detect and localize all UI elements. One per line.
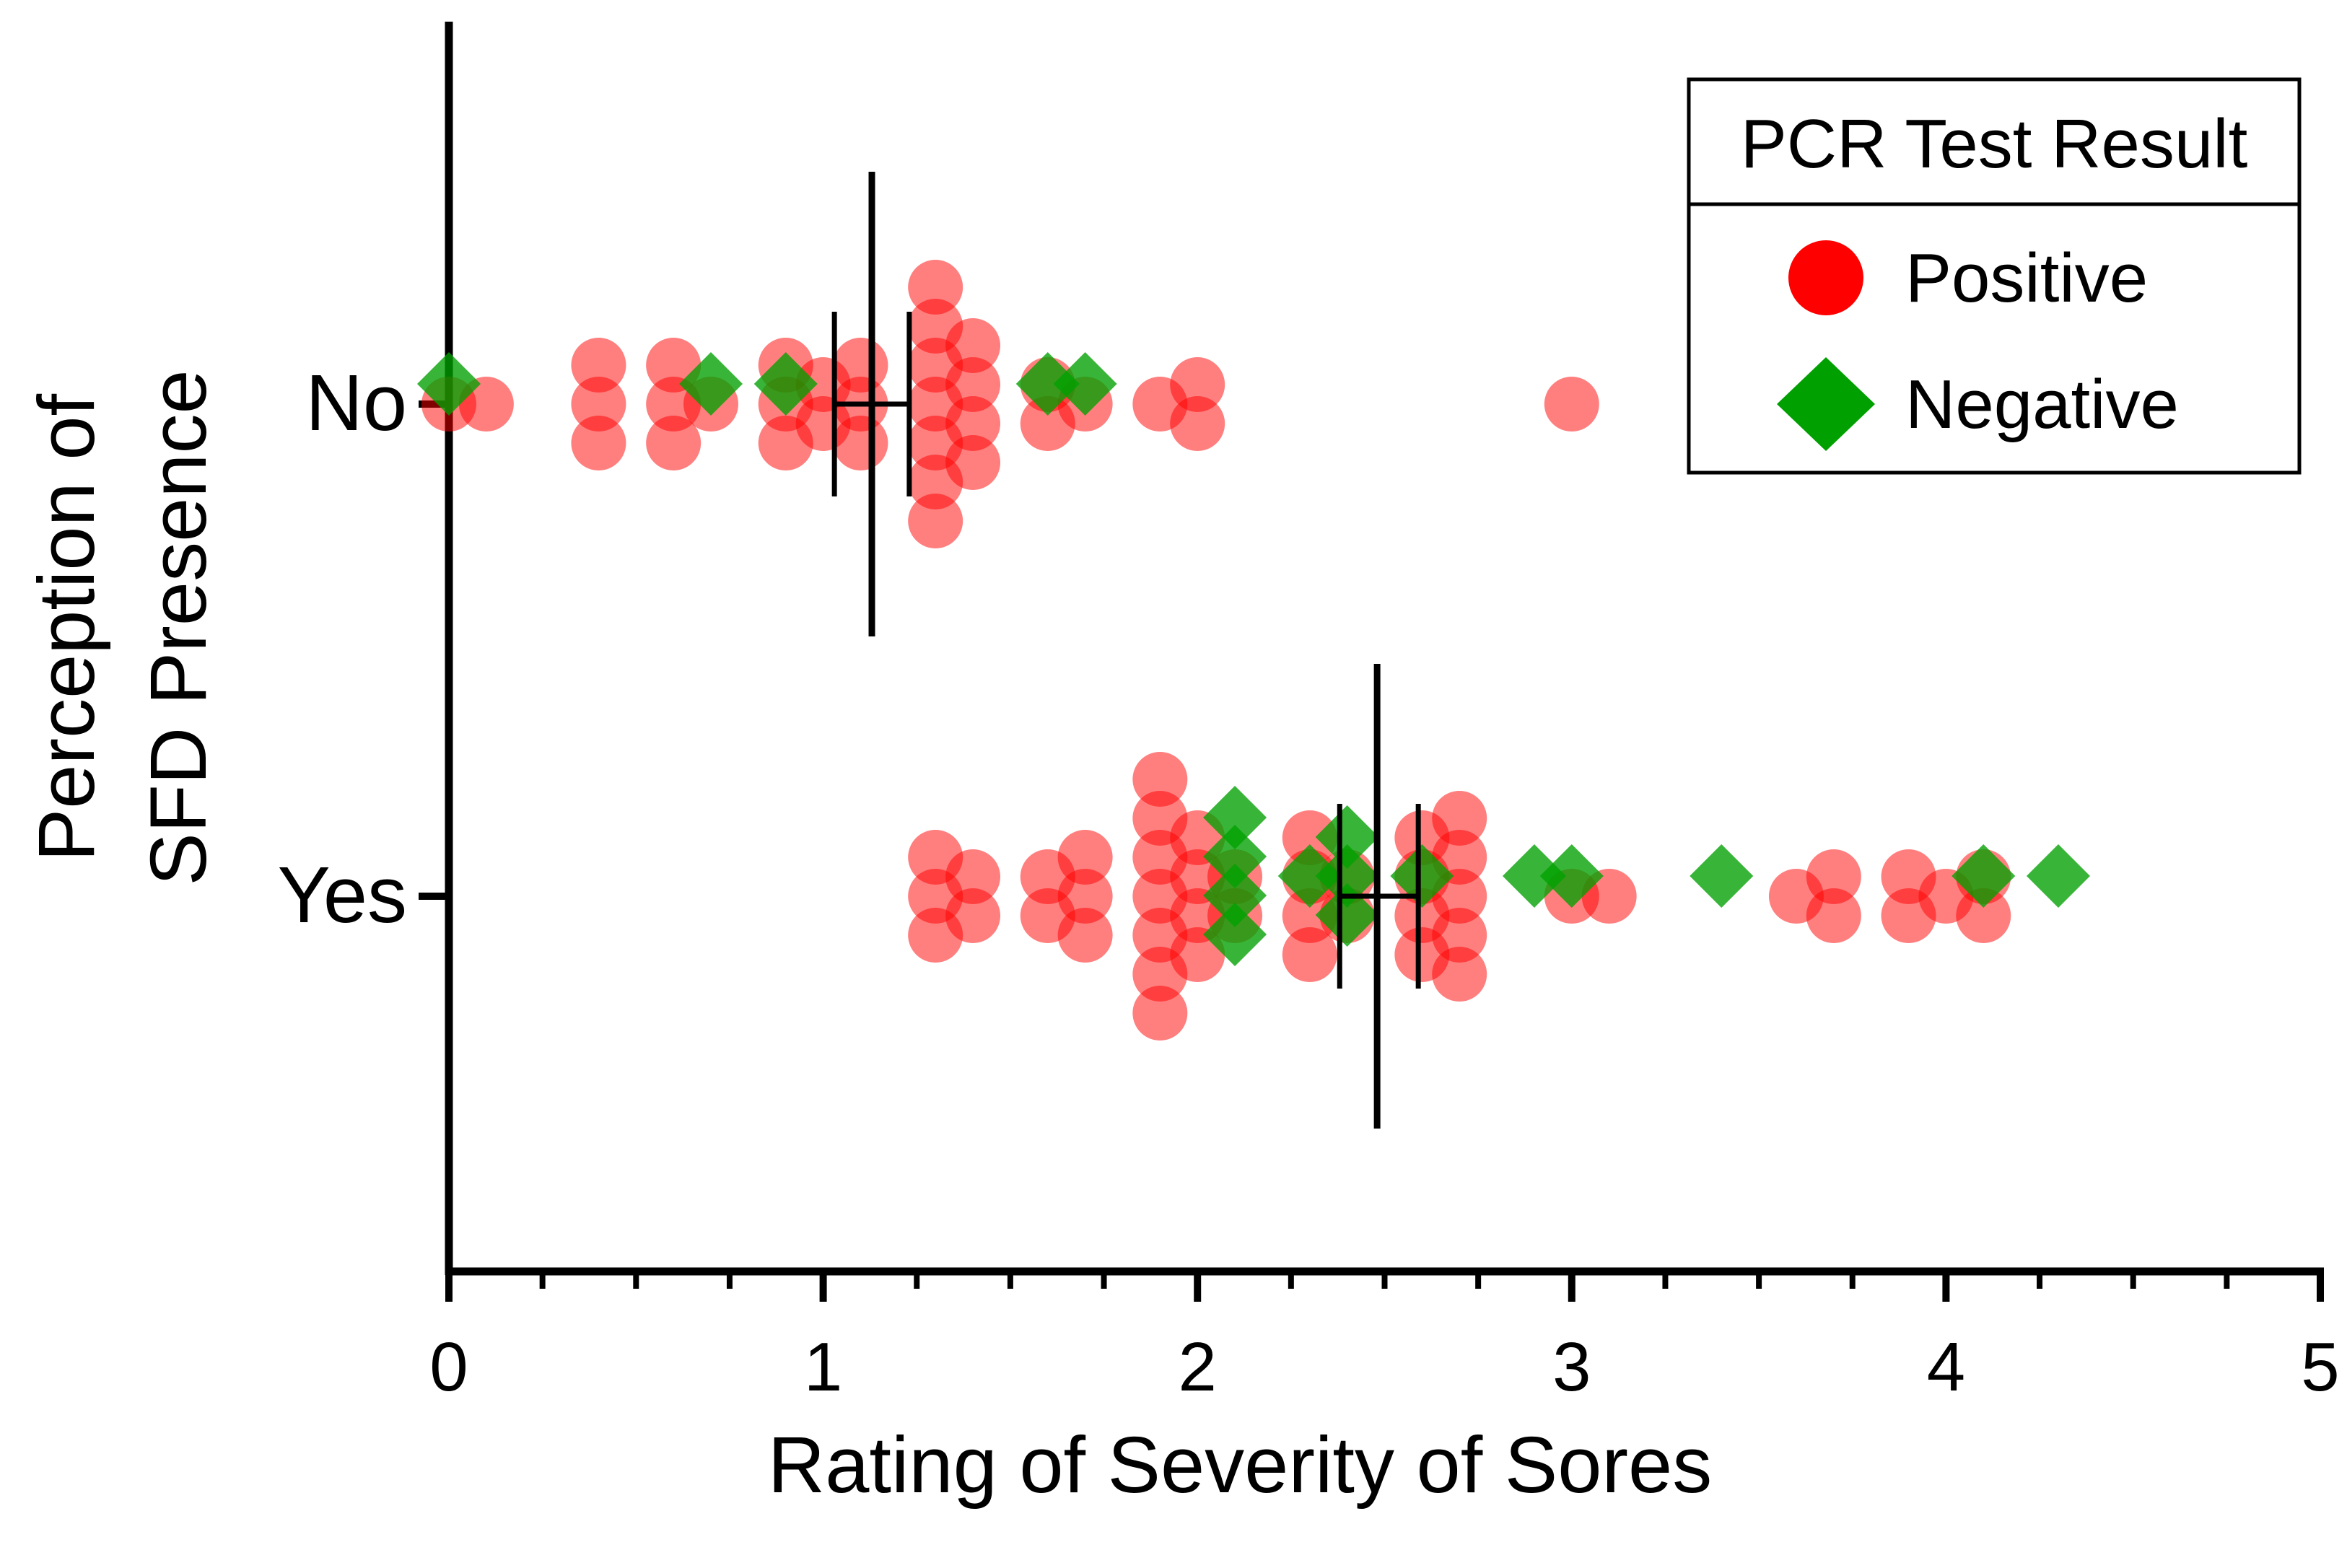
negative-point <box>417 352 481 416</box>
positive-point <box>1432 947 1487 1002</box>
positive-point <box>571 338 626 393</box>
negative-point <box>1277 844 1342 908</box>
positive-point <box>1170 396 1225 451</box>
legend-title: PCR Test Result <box>1741 105 2247 183</box>
negative-point <box>1539 844 1604 908</box>
positive-point <box>945 357 1001 412</box>
x-axis-label: Rating of Severity of Sores <box>768 1421 1712 1510</box>
positive-point <box>1432 791 1487 846</box>
positive-point <box>646 416 702 470</box>
negative-point <box>1315 805 1379 869</box>
negative-point <box>1315 883 1379 947</box>
data-points <box>417 260 2090 1041</box>
negative-point <box>1952 844 2016 908</box>
positive-point <box>1170 357 1225 412</box>
negative-point <box>1390 844 1454 908</box>
x-tick-label: 1 <box>804 1328 842 1406</box>
positive-point <box>1282 927 1337 982</box>
positive-point <box>945 888 1001 943</box>
positive-point <box>571 377 626 432</box>
negative-point <box>1015 352 1080 416</box>
legend-positive-label: Positive <box>1905 240 2148 317</box>
positive-point <box>1544 377 1599 432</box>
x-tick-label: 4 <box>1927 1328 1965 1406</box>
negative-point <box>753 352 818 416</box>
positive-point <box>1057 908 1113 963</box>
x-tick-label: 5 <box>2301 1328 2339 1406</box>
positive-point <box>945 396 1001 451</box>
positive-point <box>1132 752 1188 807</box>
x-tick-label: 3 <box>1552 1328 1591 1406</box>
positive-point <box>1956 888 2011 943</box>
negative-point <box>1203 786 1267 849</box>
negative-point <box>679 352 743 416</box>
positive-point <box>908 494 963 548</box>
negative-point <box>2026 844 2090 908</box>
positive-point <box>571 416 626 470</box>
negative-point <box>1502 844 1566 908</box>
negative-point <box>1203 825 1267 888</box>
legend-positive-marker <box>1788 240 1863 315</box>
positive-point <box>945 435 1001 490</box>
positive-point <box>1806 888 1861 943</box>
positive-point <box>908 260 963 315</box>
x-tick-label: 2 <box>1179 1328 1217 1406</box>
mean-sem-bars <box>831 172 1421 1129</box>
y-category-label: Yes <box>278 851 407 940</box>
axes: 0 1 2 3 4 5 No Yes <box>278 22 2340 1406</box>
positive-point <box>1282 810 1337 865</box>
legend-negative-marker <box>1777 357 1875 451</box>
y-category-label: No <box>305 359 407 447</box>
negative-point <box>1315 844 1379 908</box>
positive-point <box>945 318 1001 373</box>
negative-point <box>1203 903 1267 966</box>
negative-point <box>1690 844 1754 908</box>
negative-point <box>1053 352 1117 416</box>
legend-negative-label: Negative <box>1905 366 2179 443</box>
x-tick-label: 0 <box>429 1328 468 1406</box>
positive-point <box>1057 869 1113 924</box>
positive-point <box>1132 986 1188 1041</box>
positive-point <box>833 416 888 470</box>
positive-point <box>1806 849 1861 904</box>
positive-point <box>1432 908 1487 963</box>
legend: PCR Test Result Positive Negative <box>1687 77 2302 475</box>
y-axis-label: Perception of SFD Presence <box>22 369 223 885</box>
positive-point <box>945 849 1001 904</box>
y-axis-label-line-1: Perception of <box>22 393 111 862</box>
positive-point <box>1057 830 1113 885</box>
negative-point <box>1203 864 1267 927</box>
y-axis-label-line-2: SFD Presence <box>134 369 223 885</box>
